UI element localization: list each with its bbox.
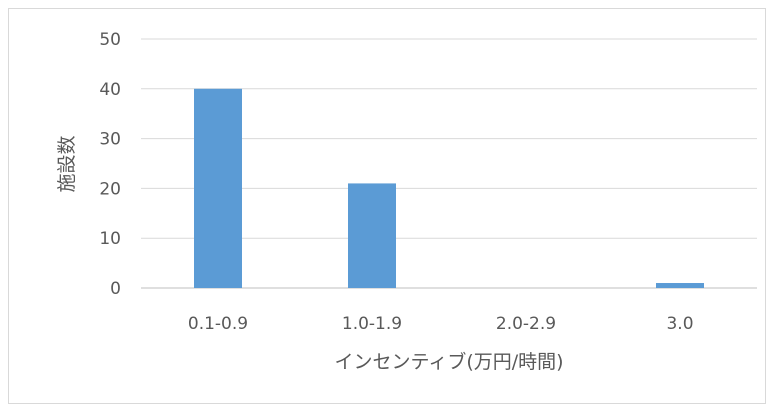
bars [194,88,704,288]
x-axis-title: インセンティブ(万円/時間) [334,350,563,373]
y-tick-label: 40 [99,80,121,100]
x-tick-label: 2.0-2.9 [496,314,556,334]
bar-0.1-0.9 [194,88,242,288]
y-tick-label: 0 [110,279,121,299]
y-tick-label: 20 [99,179,121,199]
x-tick-label: 1.0-1.9 [342,314,402,334]
gridlines [141,38,757,289]
bar-1.0-1.9 [348,183,396,288]
x-tick-label: 0.1-0.9 [188,314,248,334]
y-axis-title: 施設数 [56,135,78,192]
y-tick-label: 10 [99,229,121,249]
y-tick-label: 30 [99,130,121,150]
x-tick-label: 3.0 [666,314,693,334]
x-tick-labels: 0.1-0.9 1.0-1.9 2.0-2.9 3.0 [188,314,694,334]
y-tick-label: 50 [99,30,121,50]
bar-3.0 [656,283,704,288]
y-tick-labels: 0 10 20 30 40 50 [99,30,121,299]
